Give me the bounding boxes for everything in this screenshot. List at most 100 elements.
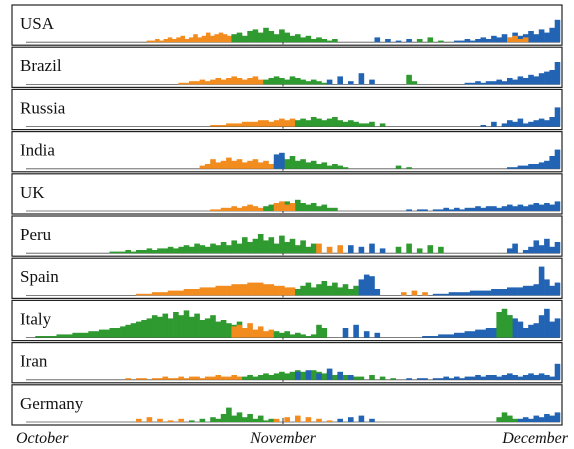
bar-green — [295, 199, 301, 211]
bar-green — [321, 328, 328, 338]
bar-orange — [184, 39, 190, 43]
bar-green — [305, 282, 312, 296]
bar-blue — [522, 417, 529, 422]
bar-green — [273, 76, 280, 85]
bar-green — [247, 375, 253, 380]
bar-orange — [236, 284, 243, 296]
bar-orange — [236, 376, 243, 380]
bar-blue — [469, 40, 476, 43]
bar-orange — [155, 39, 160, 43]
bar-green — [279, 332, 285, 338]
bar-green — [109, 328, 116, 338]
bar-blue — [549, 70, 555, 85]
bar-orange — [401, 292, 407, 296]
panel-russia: Russia — [11, 88, 563, 131]
bar-blue — [485, 39, 492, 43]
bar-blue — [443, 334, 449, 338]
bar-orange — [231, 160, 237, 169]
bar-green — [114, 251, 121, 254]
bar-blue — [538, 373, 545, 380]
bar-orange — [236, 207, 243, 211]
bar-orange — [125, 378, 131, 380]
bar-green — [310, 117, 317, 127]
bar-green — [220, 242, 227, 254]
bar-green — [226, 245, 232, 254]
bar-orange — [263, 160, 269, 169]
bar-blue — [305, 370, 312, 380]
bar-blue — [469, 207, 476, 211]
bar-blue — [443, 293, 449, 296]
bar-green — [146, 248, 153, 254]
bar-green — [56, 334, 63, 338]
bar-blue — [528, 246, 534, 254]
bar-green — [257, 415, 264, 422]
bar-blue — [538, 73, 545, 85]
bar-blue — [507, 248, 513, 254]
bar-green — [363, 123, 370, 127]
bar-green — [35, 336, 41, 338]
bar-orange — [247, 78, 253, 85]
bar-green — [406, 243, 412, 254]
bar-blue — [554, 201, 561, 211]
bar-green — [501, 412, 508, 422]
bar-orange — [231, 375, 237, 380]
bar-blue — [549, 246, 555, 254]
bar-blue — [459, 378, 465, 380]
bar-orange — [194, 81, 200, 85]
bar-orange — [422, 292, 428, 296]
bar-green — [395, 165, 402, 169]
bar-green — [326, 118, 333, 127]
bar-green — [130, 251, 137, 254]
bar-green — [215, 321, 222, 338]
bar-orange — [215, 375, 222, 380]
bar-green — [199, 320, 206, 338]
bar-green — [252, 418, 259, 422]
bar-blue — [538, 315, 545, 338]
bar-blue — [432, 378, 439, 380]
bar-blue — [528, 74, 534, 85]
bar-green — [273, 331, 280, 338]
bar-orange — [289, 118, 296, 127]
bar-green — [231, 240, 237, 254]
bar-orange — [273, 203, 280, 211]
bar-orange — [257, 326, 264, 338]
bar-green — [284, 32, 290, 43]
bar-orange — [284, 120, 290, 127]
bar-green — [501, 308, 508, 338]
bar-orange — [236, 324, 243, 338]
bar-green — [279, 78, 285, 85]
bar-green — [67, 334, 73, 338]
bar-blue — [512, 79, 518, 85]
bar-green — [300, 79, 306, 85]
bar-green — [416, 39, 423, 43]
bar-orange — [242, 284, 248, 296]
bar-blue — [507, 120, 513, 127]
bar-orange — [242, 328, 248, 338]
bar-blue — [528, 121, 534, 127]
bar-green — [337, 287, 343, 296]
bar-blue — [469, 82, 476, 85]
bar-blue — [533, 323, 540, 338]
bar-orange — [183, 289, 190, 296]
bar-green — [204, 318, 211, 338]
bar-green — [173, 248, 179, 254]
bar-green — [310, 79, 317, 85]
bar-green — [157, 316, 163, 338]
bar-green — [268, 375, 275, 380]
bar-orange — [173, 290, 179, 296]
bar-green — [284, 373, 290, 380]
bar-blue — [454, 292, 460, 296]
bar-blue — [517, 76, 524, 85]
bar-blue — [485, 290, 492, 296]
bar-orange — [151, 378, 158, 380]
bar-blue — [522, 123, 529, 127]
bar-orange — [150, 40, 156, 43]
bar-orange — [222, 34, 228, 43]
bar-green — [284, 159, 290, 169]
bar-green — [321, 120, 328, 127]
bar-orange — [226, 207, 232, 211]
bar-green — [279, 371, 285, 380]
bar-green — [120, 251, 126, 254]
bar-green — [316, 118, 322, 127]
panel-label: USA — [20, 14, 55, 33]
